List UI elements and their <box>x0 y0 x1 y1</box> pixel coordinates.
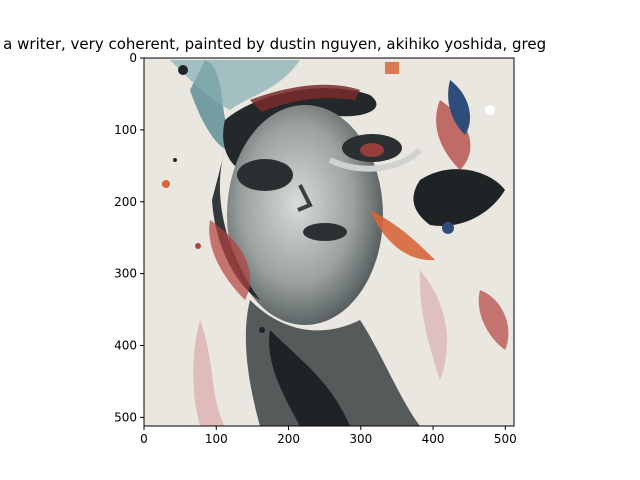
x-tick-label: 500 <box>494 432 517 446</box>
x-tick-label: 300 <box>349 432 372 446</box>
orange-stroke <box>370 210 435 261</box>
y-tick-label: 200 <box>114 195 137 209</box>
hat-red-stroke <box>250 84 360 112</box>
eye-highlight-stroke <box>328 147 423 172</box>
right-ink-splash <box>413 169 505 226</box>
pink-wash-right <box>419 270 448 380</box>
neck-dark <box>269 330 350 426</box>
red-fleck <box>195 243 201 249</box>
y-tick-label: 300 <box>114 267 137 281</box>
x-tick-label: 0 <box>140 432 148 446</box>
chart-title: o of a writer, very coherent, painted by… <box>0 35 547 53</box>
lower-red-splash <box>478 290 509 350</box>
x-axis: 0 100 200 300 400 500 <box>140 426 517 446</box>
white-fleck <box>485 105 495 115</box>
x-tick-label: 100 <box>205 432 228 446</box>
y-tick-label: 400 <box>114 339 137 353</box>
portrait-image <box>144 58 514 426</box>
blue-accent-top <box>448 80 470 135</box>
y-tick-label: 100 <box>114 123 137 137</box>
blue-dot <box>442 222 454 234</box>
mouth <box>303 223 347 241</box>
left-eye <box>237 159 293 191</box>
x-tick-label: 400 <box>422 432 445 446</box>
y-axis: 0 100 200 300 400 500 <box>114 51 144 424</box>
orange-fleck <box>385 62 399 74</box>
hair-teal-highlight <box>170 60 300 110</box>
orange-dot <box>162 180 170 188</box>
ink-fleck <box>173 158 177 162</box>
right-eye-red <box>360 143 384 157</box>
axes-frame <box>143 57 515 427</box>
upper-red-splash <box>436 100 471 170</box>
nose <box>297 184 313 212</box>
ink-fleck <box>284 374 292 382</box>
y-tick-label: 500 <box>114 410 137 424</box>
ink-fleck <box>178 65 188 75</box>
left-red-splash <box>209 220 251 300</box>
y-tick-label: 0 <box>129 51 137 65</box>
x-tick-label: 200 <box>277 432 300 446</box>
ink-fleck <box>259 327 265 333</box>
pink-wash-left <box>193 320 225 426</box>
